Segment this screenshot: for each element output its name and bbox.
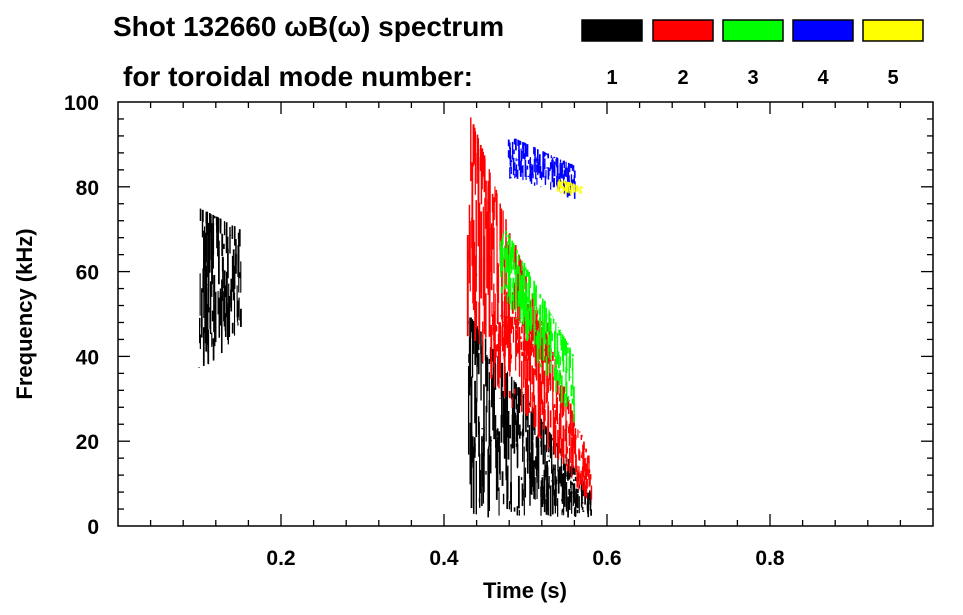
series-mode-5 bbox=[556, 179, 584, 196]
y-tick-label: 80 bbox=[76, 177, 99, 200]
y-tick-label: 100 bbox=[64, 92, 99, 115]
legend-swatch-1 bbox=[581, 19, 643, 42]
y-tick-label: 0 bbox=[87, 516, 99, 539]
legend-swatch-3 bbox=[722, 19, 784, 42]
series-mode-3 bbox=[499, 231, 575, 423]
legend-swatch-4 bbox=[792, 19, 854, 42]
x-tick-label: 0.4 bbox=[429, 547, 459, 570]
x-tick-label: 0.2 bbox=[266, 547, 295, 570]
y-tick-label: 40 bbox=[76, 346, 99, 369]
y-axis-label: Frequency (kHz) bbox=[12, 228, 37, 399]
chart-title-line2: for toroidal mode number: bbox=[123, 61, 473, 92]
x-axis-label: Time (s) bbox=[483, 578, 567, 603]
legend-label-3: 3 bbox=[747, 67, 758, 89]
legend-label-1: 1 bbox=[606, 67, 617, 89]
x-tick-label: 0.8 bbox=[755, 547, 785, 570]
region-mode-5-1 bbox=[556, 179, 584, 196]
legend-label-5: 5 bbox=[887, 67, 898, 89]
plot-frame bbox=[117, 101, 934, 527]
legend-swatch-5 bbox=[862, 19, 924, 42]
chart-title-line1: Shot 132660 ωB(ω) spectrum bbox=[113, 11, 504, 42]
legend-swatch-2 bbox=[652, 19, 714, 42]
x-tick-label: 0.6 bbox=[592, 547, 621, 570]
legend: 1 2 3 4 5 bbox=[581, 19, 924, 89]
axes-ticks: 0.2 0.4 0.6 0.8 0 20 40 60 80 100 bbox=[64, 92, 933, 570]
y-tick-label: 20 bbox=[76, 431, 99, 454]
plot-data-region bbox=[198, 117, 593, 518]
region-mode-3-1 bbox=[499, 231, 575, 423]
series-mode-1 bbox=[198, 208, 593, 518]
region-mode-1-2 bbox=[198, 208, 242, 368]
y-tick-label: 60 bbox=[76, 262, 99, 285]
legend-label-2: 2 bbox=[677, 67, 688, 89]
legend-label-4: 4 bbox=[817, 67, 829, 89]
